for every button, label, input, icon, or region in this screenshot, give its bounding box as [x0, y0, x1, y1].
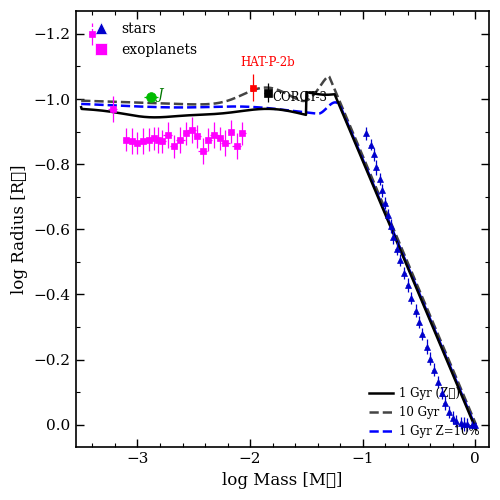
Text: HAT-P-2b: HAT-P-2b: [240, 56, 294, 70]
X-axis label: log Mass [M☉]: log Mass [M☉]: [222, 472, 342, 489]
Text: COROT-3: COROT-3: [272, 90, 327, 104]
Y-axis label: log Radius [R☉]: log Radius [R☉]: [11, 164, 28, 294]
Legend: 1 Gyr (Z☉), 10 Gyr, 1 Gyr Z=10%: 1 Gyr (Z☉), 10 Gyr, 1 Gyr Z=10%: [366, 384, 483, 442]
Text: J: J: [158, 88, 164, 102]
